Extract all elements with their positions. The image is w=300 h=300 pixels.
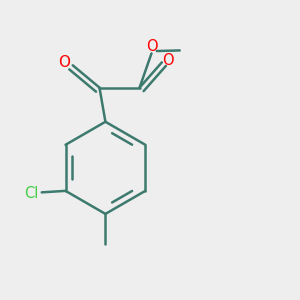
- Text: O: O: [146, 39, 157, 54]
- Text: O: O: [58, 56, 70, 70]
- Text: O: O: [163, 53, 174, 68]
- Text: Cl: Cl: [24, 186, 38, 201]
